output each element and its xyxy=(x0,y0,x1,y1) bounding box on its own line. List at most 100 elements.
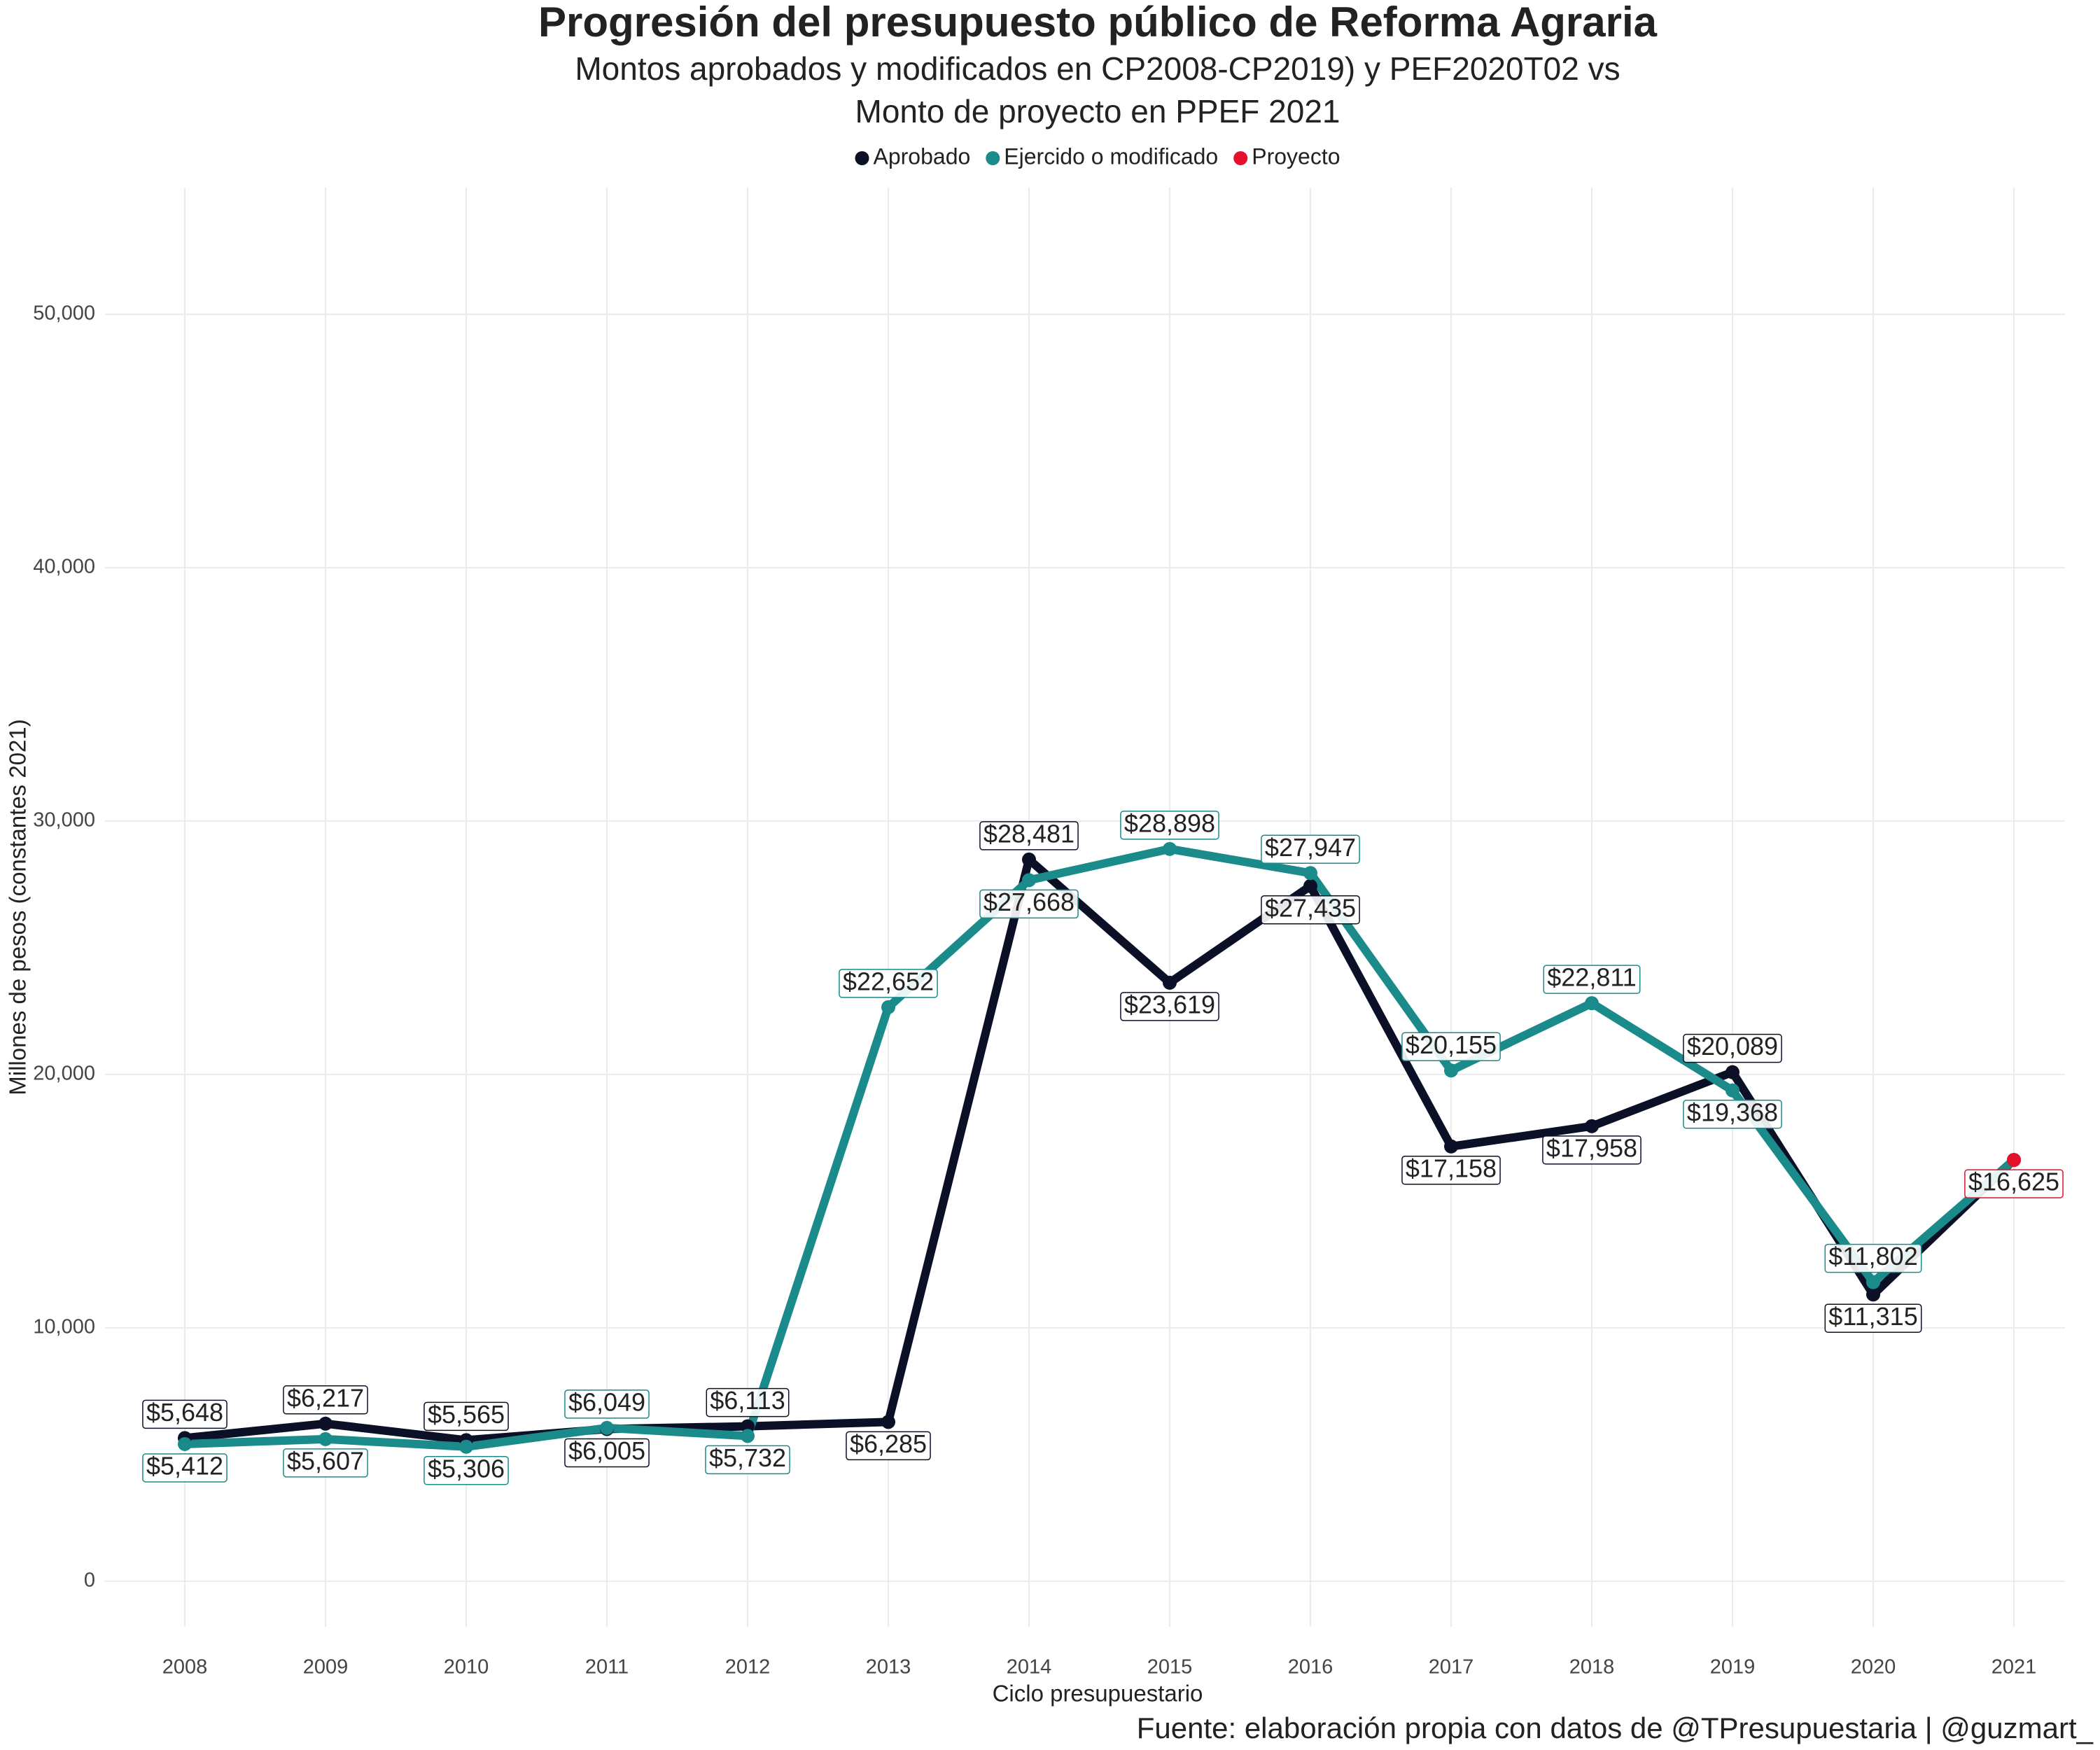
data-point xyxy=(600,1420,614,1435)
data-label: $17,958 xyxy=(1542,1133,1642,1165)
data-label: $22,811 xyxy=(1543,963,1641,994)
y-axis-title: Millones de pesos (constantes 2021) xyxy=(5,719,31,1095)
data-point xyxy=(1585,1119,1599,1133)
data-point xyxy=(2007,1153,2021,1168)
chart-title: Progresión del presupuesto público de Re… xyxy=(538,0,1658,46)
data-label: $28,481 xyxy=(979,819,1079,850)
data-label-box xyxy=(1401,1032,1501,1062)
data-point xyxy=(1163,975,1177,990)
data-label: $5,412 xyxy=(142,1451,227,1483)
data-label-box xyxy=(564,1390,650,1419)
data-label: $27,947 xyxy=(1261,833,1360,864)
x-tick-label: 2016 xyxy=(1288,1656,1334,1679)
data-label-box xyxy=(1120,992,1219,1021)
data-label-box xyxy=(1542,1135,1642,1165)
data-point xyxy=(881,1415,895,1429)
data-point xyxy=(1303,878,1317,893)
data-label-text: $22,811 xyxy=(1547,963,1636,992)
data-label-box xyxy=(706,1387,790,1418)
data-label-box xyxy=(564,1438,650,1468)
data-label: $27,435 xyxy=(1261,893,1360,925)
y-tick-label: 20,000 xyxy=(33,1063,95,1085)
data-point xyxy=(881,1000,895,1014)
x-tick-label: 2013 xyxy=(866,1656,911,1679)
data-label: $20,089 xyxy=(1683,1032,1782,1063)
x-tick-label: 2009 xyxy=(303,1656,349,1679)
y-tick-label: 10,000 xyxy=(33,1316,95,1338)
data-label-box xyxy=(142,1399,227,1429)
data-label-text: $5,648 xyxy=(146,1398,223,1427)
data-label-box xyxy=(705,1445,790,1475)
data-label-box xyxy=(424,1456,509,1485)
legend-label: Ejercido o modificado xyxy=(1004,144,1218,169)
x-tick-label: 2015 xyxy=(1147,1656,1193,1679)
data-label-text: $27,435 xyxy=(1265,893,1356,922)
x-tick-label: 2010 xyxy=(444,1656,489,1679)
data-label-box xyxy=(839,969,938,998)
data-label-box xyxy=(142,1453,227,1483)
data-label-box xyxy=(1824,1243,1922,1273)
data-label-text: $28,481 xyxy=(983,819,1074,848)
data-label-text: $5,565 xyxy=(428,1400,505,1429)
data-point xyxy=(1585,996,1599,1011)
data-label-text: $22,652 xyxy=(843,967,934,995)
y-tick-label: 0 xyxy=(84,1569,95,1592)
data-label-text: $6,285 xyxy=(850,1429,927,1458)
x-tick-label: 2008 xyxy=(162,1656,208,1679)
data-point xyxy=(459,1439,473,1454)
x-tick-label: 2020 xyxy=(1851,1656,1896,1679)
data-label-text: $5,412 xyxy=(146,1451,223,1480)
data-label-text: $6,005 xyxy=(568,1436,645,1465)
data-label: $6,217 xyxy=(283,1383,368,1415)
data-label: $28,898 xyxy=(1120,808,1219,840)
series-line xyxy=(184,844,2017,1451)
data-label: $23,619 xyxy=(1120,990,1219,1021)
legend-marker xyxy=(855,151,869,165)
data-label-text: $17,158 xyxy=(1406,1154,1497,1182)
data-label-text: $20,089 xyxy=(1687,1032,1778,1060)
data-label-box xyxy=(1261,895,1360,925)
data-point xyxy=(1303,866,1317,881)
data-label-text: $5,732 xyxy=(709,1443,786,1472)
data-label-text: $27,668 xyxy=(983,888,1074,916)
data-label-text: $27,947 xyxy=(1265,833,1356,862)
x-tick-label: 2012 xyxy=(725,1656,771,1679)
data-point xyxy=(318,1416,332,1431)
series-line xyxy=(184,855,2017,1445)
y-tick-label: 40,000 xyxy=(33,556,95,578)
data-label-box xyxy=(1261,834,1360,864)
data-point xyxy=(178,1436,192,1451)
y-tick-label: 50,000 xyxy=(33,302,95,325)
data-label: $6,285 xyxy=(846,1429,931,1461)
data-label-text: $6,049 xyxy=(568,1387,645,1416)
data-label-text: $6,217 xyxy=(287,1383,364,1412)
data-label: $6,049 xyxy=(564,1387,650,1419)
data-label-text: $11,315 xyxy=(1828,1302,1917,1331)
data-label-text: $17,958 xyxy=(1546,1133,1637,1162)
data-label-box xyxy=(1964,1169,2064,1198)
data-label: $5,607 xyxy=(283,1446,368,1478)
data-point xyxy=(1444,1139,1458,1154)
data-label: $16,625 xyxy=(1964,1168,2064,1198)
chart-subtitle: Monto de proyecto en PPEF 2021 xyxy=(855,93,1340,130)
chart-subtitle: Montos aprobados y modificados en CP2008… xyxy=(575,50,1620,87)
legend: Aprobado Ejercido o modificado Proyecto xyxy=(855,144,1340,169)
data-point xyxy=(741,1429,755,1443)
data-label-box xyxy=(979,821,1079,850)
data-label-box xyxy=(1401,1156,1501,1185)
data-label-text: $20,155 xyxy=(1406,1030,1497,1059)
data-label-text: $19,368 xyxy=(1687,1098,1778,1126)
caption: Fuente: elaboración propia con datos de … xyxy=(1137,1712,2094,1744)
data-label: $5,306 xyxy=(424,1454,509,1485)
data-label: $11,802 xyxy=(1824,1242,1922,1273)
data-label: $11,315 xyxy=(1824,1302,1922,1334)
data-label: $22,652 xyxy=(839,967,938,998)
data-label: $6,113 xyxy=(706,1386,790,1418)
data-label-text: $23,619 xyxy=(1124,990,1215,1018)
data-label-box xyxy=(1543,965,1641,994)
data-point xyxy=(1022,852,1036,867)
data-label-box xyxy=(1683,1100,1782,1129)
x-tick-label: 2011 xyxy=(585,1656,629,1679)
data-label-text: $5,306 xyxy=(428,1454,505,1483)
